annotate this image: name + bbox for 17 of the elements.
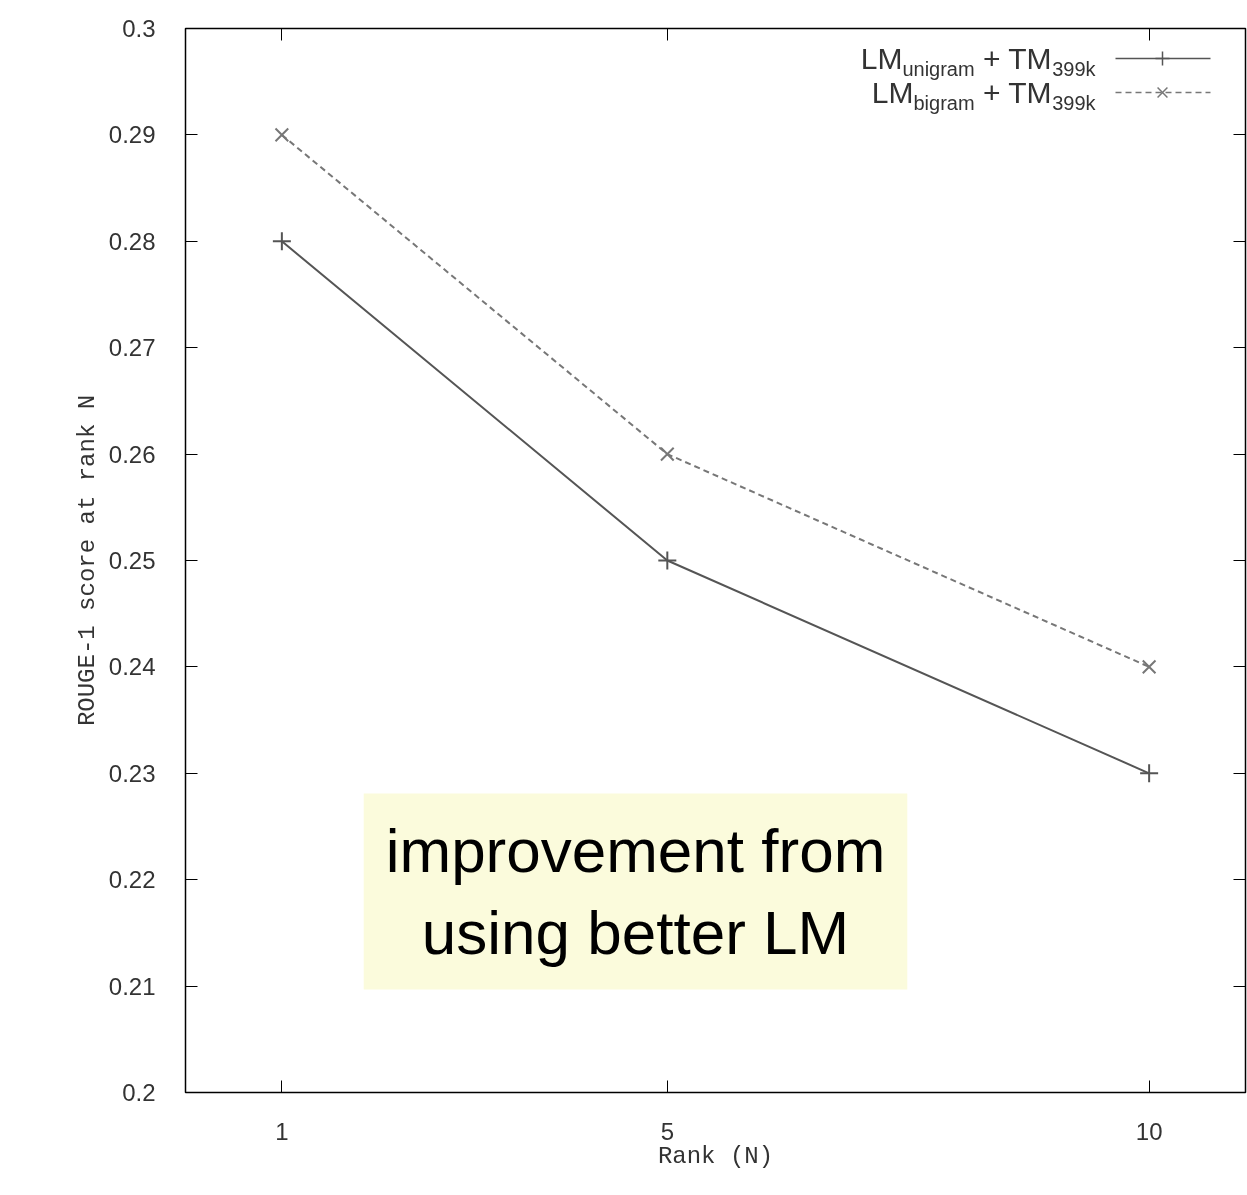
y-tick-label: 0.3	[122, 15, 156, 42]
y-tick-label: 0.24	[108, 653, 156, 681]
y-tick-label: 0.27	[108, 334, 156, 362]
x-tick-label: 5	[660, 1117, 674, 1145]
y-tick-label: 0.25	[108, 547, 156, 574]
y-tick-label: 0.23	[108, 759, 156, 787]
x-axis-title: Rank (N)	[657, 1142, 774, 1170]
y-tick-label: 0.22	[108, 866, 156, 894]
y-tick-label: 0.28	[108, 227, 156, 255]
y-axis-title: ROUGE-1 score at rank N	[73, 394, 101, 727]
y-tick-label: 0.26	[108, 440, 156, 468]
annotation: improvement from using better LM	[385, 815, 886, 968]
y-tick-label: 0.2	[122, 1079, 156, 1106]
x-tick-label: 1	[275, 1117, 289, 1145]
y-tick-label: 0.29	[108, 121, 156, 149]
y-tick-label: 0.21	[108, 972, 156, 1000]
x-tick-label: 10	[1135, 1117, 1163, 1145]
